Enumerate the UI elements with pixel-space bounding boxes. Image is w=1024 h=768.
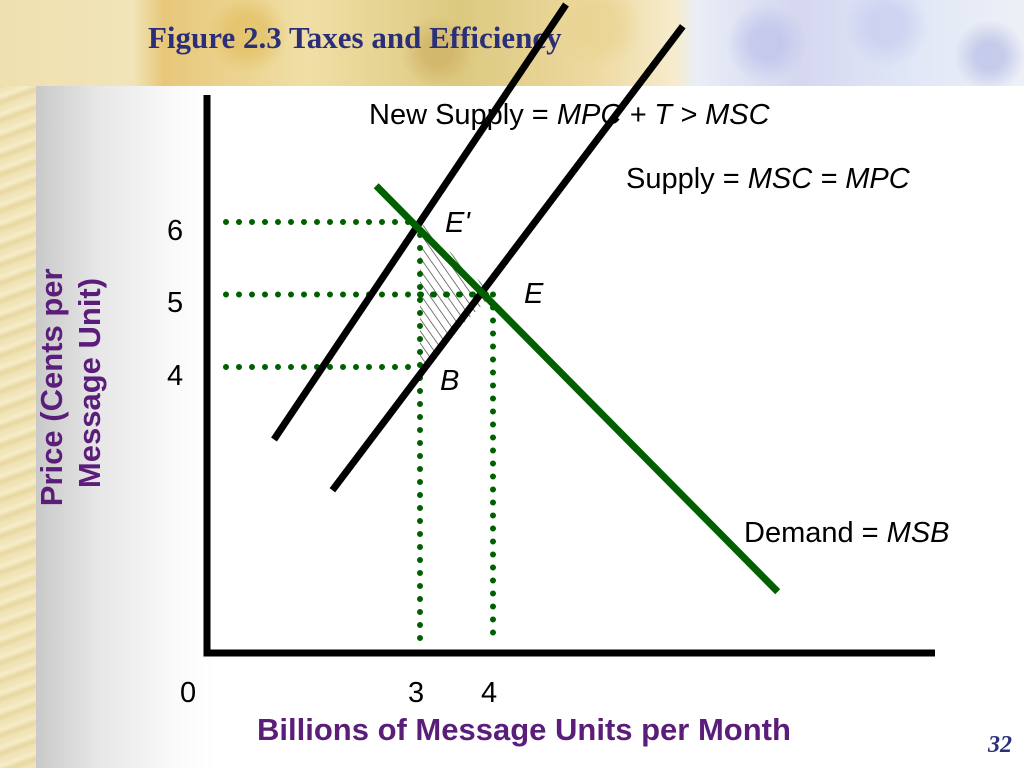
demand-label-formula: MSB (887, 517, 950, 549)
new-supply-label-formula: MPC + T > MSC (557, 99, 771, 131)
x-tick-label: 3 (408, 677, 424, 709)
supply-label-formula: MSC = MPC (748, 163, 911, 195)
slide-number: 32 (988, 732, 1012, 758)
demand-label: Demand = MSB (744, 517, 950, 549)
y-axis-title-line1: Price (Cents per (34, 268, 69, 506)
demand-label-text: Demand = (744, 517, 879, 549)
demand-line (373, 183, 781, 595)
dotted-guide-lines (223, 219, 496, 643)
banner-decoration (140, 0, 680, 86)
x-tick-label: 4 (481, 677, 497, 709)
y-axis-title: Price (Cents per Message Unit) (34, 260, 107, 506)
point-label-b: B (440, 365, 459, 397)
slide-title: Figure 2.3 Taxes and Efficiency (148, 20, 562, 55)
x-axis-title: Billions of Message Units per Month (257, 712, 791, 747)
supply-label-text: Supply = (626, 163, 740, 195)
supply-line (329, 24, 686, 493)
y-axis-title-line2: Message Unit) (72, 278, 107, 488)
new-supply-label: New Supply = MPC + T > MSC (369, 99, 771, 131)
y-tick-label: 4 (167, 360, 183, 392)
new-supply-line (271, 2, 569, 442)
point-label-e: E (524, 278, 544, 310)
y-tick-label: 5 (167, 287, 183, 319)
banner-decoration (680, 0, 1024, 86)
y-tick-label: 6 (167, 215, 183, 247)
supply-label: Supply = MSC = MPC (626, 163, 911, 195)
new-supply-label-text: New Supply = (369, 99, 549, 131)
point-label-e-prime: E' (445, 207, 471, 239)
origin-label: 0 (180, 677, 196, 709)
background-texture-strip (0, 0, 36, 768)
